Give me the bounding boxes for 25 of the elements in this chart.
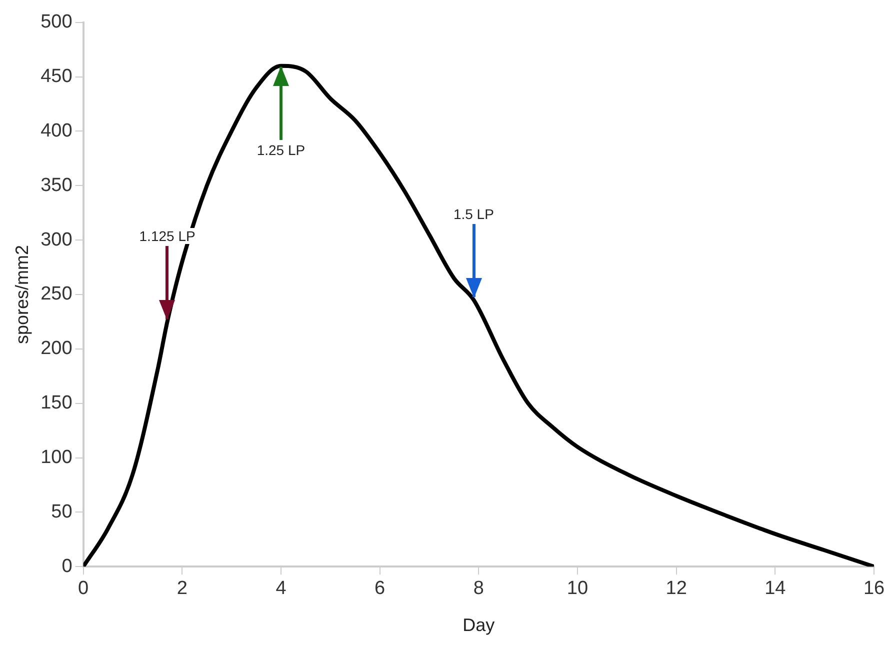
x-tick-label: 16 <box>863 578 885 600</box>
y-tick-label: 0 <box>62 556 72 577</box>
annotation: 1.5 LP <box>451 206 496 222</box>
y-tick-label: 400 <box>40 120 72 142</box>
y-tick-label: 100 <box>40 446 72 468</box>
y-tick-label: 50 <box>51 501 72 522</box>
x-tick-label: 4 <box>276 578 287 600</box>
annotation: 1.125 LP <box>137 228 198 244</box>
annotation: 1.25 LP <box>254 142 308 158</box>
x-tick-label: 0 <box>78 578 89 600</box>
x-axis-title: Day <box>462 615 495 636</box>
y-axis-title: spores/mm2 <box>12 244 32 344</box>
y-tick-label: 250 <box>40 284 72 305</box>
y-tick-label: 500 <box>40 12 72 33</box>
y-tick-label: 150 <box>40 392 72 414</box>
x-tick-label: 14 <box>764 578 786 600</box>
y-tick-label: 300 <box>40 229 72 250</box>
x-tick-label: 6 <box>374 578 386 600</box>
x-tick-label: 12 <box>666 578 687 600</box>
x-tick-label: 8 <box>473 578 484 600</box>
x-tick-label: 10 <box>566 578 588 600</box>
y-tick-label: 450 <box>40 66 72 88</box>
y-tick-label: 200 <box>40 338 72 360</box>
x-tick-label: 2 <box>176 578 188 600</box>
y-tick-label: 350 <box>40 174 72 196</box>
